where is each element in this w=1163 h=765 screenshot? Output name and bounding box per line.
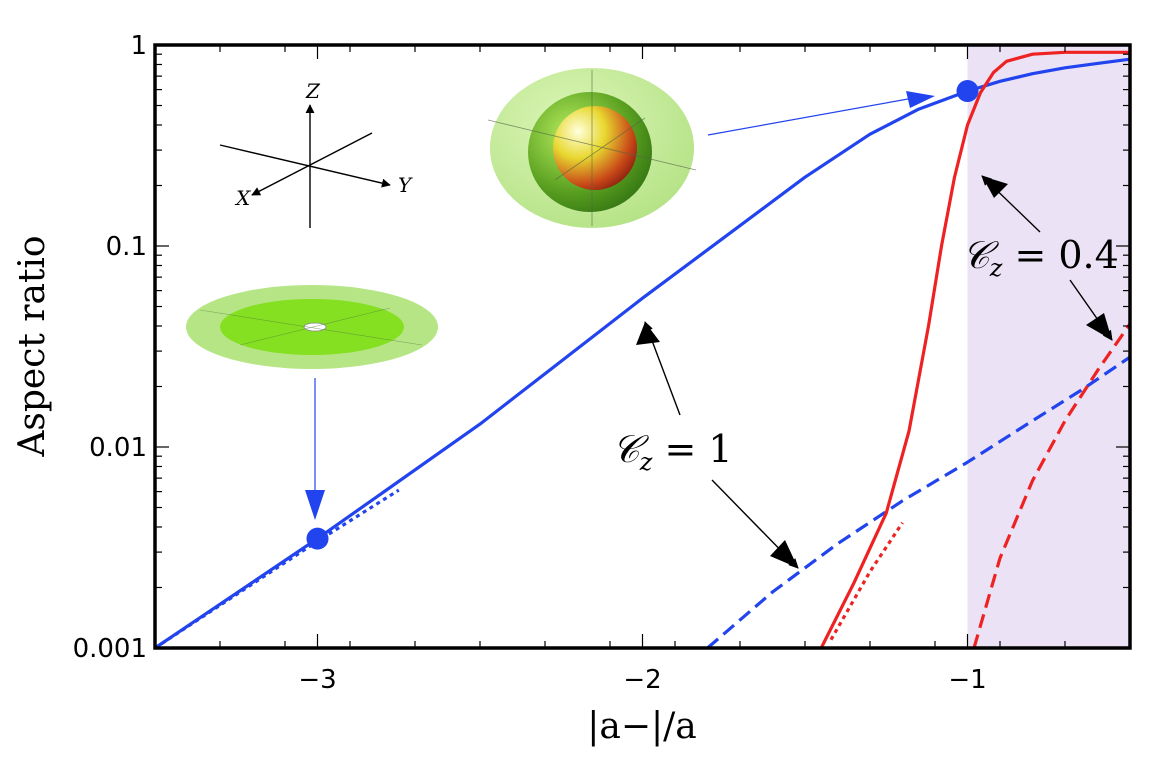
point-layer bbox=[306, 80, 979, 550]
series-line-3 bbox=[819, 50, 1130, 649]
series-line-4 bbox=[829, 521, 904, 641]
plot-frame bbox=[153, 43, 1132, 650]
label-cz04: 𝒞z = 0.4 bbox=[962, 233, 1119, 282]
y-axis-title: Aspect ratio bbox=[12, 235, 53, 457]
shaded-region bbox=[967, 45, 1130, 648]
x-tick-label-2: −1 bbox=[948, 665, 986, 695]
series-layer bbox=[154, 50, 1132, 650]
x-axis-title: |a−|/a bbox=[587, 706, 696, 747]
series-line-1 bbox=[154, 488, 400, 650]
axis-y bbox=[219, 144, 391, 188]
y-tick-label-0: 0.001 bbox=[73, 634, 147, 664]
x-tick-label-1: −2 bbox=[623, 665, 661, 695]
axis-x bbox=[251, 132, 373, 196]
axes-inset bbox=[219, 104, 391, 228]
axis-z-label: Z bbox=[305, 79, 321, 103]
series-line-5 bbox=[972, 322, 1132, 649]
series-line-0 bbox=[154, 57, 1131, 650]
data-point-0 bbox=[306, 527, 329, 550]
y-tick-label-1: 0.01 bbox=[89, 433, 147, 463]
y-tick-label-2: 0.1 bbox=[106, 232, 147, 262]
x-tick-label-0: −3 bbox=[298, 665, 336, 695]
data-point-1 bbox=[956, 80, 979, 103]
tick-label-layer: −3 −2 −1 0.001 0.01 0.1 1 bbox=[73, 31, 987, 695]
y-tick-label-3: 1 bbox=[130, 31, 147, 61]
axis-x-label: X bbox=[234, 186, 251, 210]
label-cz1: 𝒞z = 1 bbox=[612, 427, 733, 476]
series-line-2 bbox=[706, 355, 1131, 650]
annotation-arrowheads bbox=[636, 176, 1112, 568]
disk-illustration bbox=[186, 285, 438, 520]
sphere-illustration bbox=[487, 68, 935, 228]
axis-y-label: Y bbox=[398, 173, 413, 197]
